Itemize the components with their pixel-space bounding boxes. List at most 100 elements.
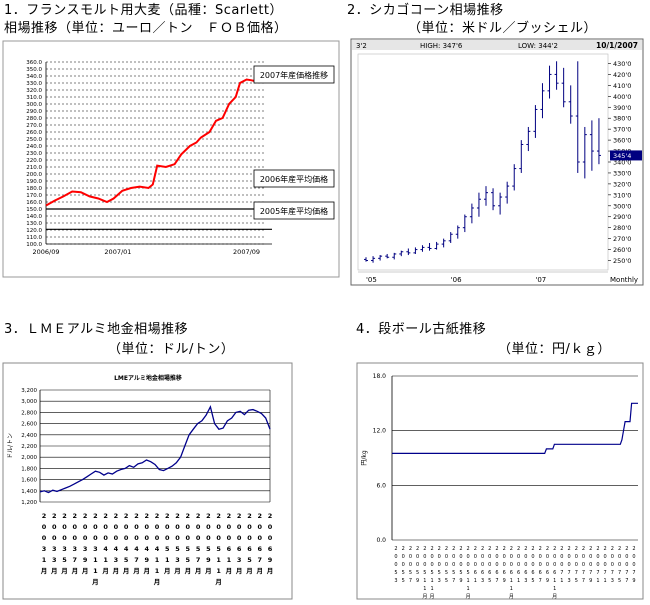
x-tick-label: 2 (62, 512, 67, 520)
x-tick-label: 2 (165, 512, 170, 520)
y-tick-label: 6.0 (376, 482, 386, 489)
x-tick-label: 2 (589, 546, 592, 552)
x-tick-label: 月 (40, 567, 48, 575)
x-tick-label: 月 (122, 567, 130, 575)
x-tick-label: 0 (467, 562, 470, 568)
y-tick-label: 160.0 (26, 200, 42, 206)
x-tick-label: 3 (237, 556, 242, 564)
y-tick-label: 300'0 (613, 202, 631, 210)
x-tick-label: 0 (452, 554, 455, 560)
y-tick-label: 260.0 (26, 130, 42, 136)
x-tick-label: 6 (539, 570, 542, 576)
x-tick-label: 4 (124, 545, 129, 553)
y-tick-label: 1,800 (21, 466, 37, 472)
x-tick-label: 月 (50, 567, 58, 575)
x-tick-label: 0 (495, 562, 498, 568)
x-tick-label: 6 (227, 545, 232, 553)
y-tick-label: 210.0 (26, 165, 42, 171)
x-tick-label: 0 (165, 523, 170, 531)
x-tick-label: 5 (165, 545, 170, 553)
y-tick-label: 120.0 (26, 228, 42, 234)
x-tick-label: 1 (430, 578, 433, 584)
y-tick-label: 260'0 (613, 246, 631, 254)
panel3-subheading: （単位：ドル/トン） (108, 342, 235, 357)
x-tick-label: 0 (237, 523, 242, 531)
x-tick-label: 0 (155, 534, 160, 542)
x-tick-label: 5 (575, 578, 578, 584)
x-tick-label: 6 (257, 545, 262, 553)
x-tick-label: 5 (488, 578, 491, 584)
x-tick-label: 7 (73, 556, 78, 564)
y-tick-label: 150.0 (26, 207, 42, 213)
x-tick-label: 月 (184, 567, 192, 575)
y-tick-label: 190.0 (26, 179, 42, 185)
x-tick-label: 0 (546, 554, 549, 560)
x-tick-label: 0 (539, 554, 542, 560)
x-tick-label: 5 (206, 545, 211, 553)
x-tick-label: 4 (155, 545, 160, 553)
x-tick-label: 7 (452, 578, 455, 584)
x-tick-label: 月 (235, 567, 243, 575)
x-tick-label: 2 (423, 546, 426, 552)
panel3-heading: 3．ＬＭＥアルミ地金相場推移 (4, 322, 189, 337)
x-tick-label: 9 (83, 556, 88, 564)
x-tick-label: 9 (206, 556, 211, 564)
x-tick-label: 0 (517, 562, 520, 568)
y-tick-label: 100.0 (26, 242, 42, 248)
x-tick-label: 0 (416, 562, 419, 568)
y-axis-label: 円/kg (361, 450, 368, 465)
x-tick-label: 2 (186, 512, 191, 520)
x-tick-label: 0 (524, 554, 527, 560)
x-tick-label: 7 (409, 578, 412, 584)
x-tick-label: 5 (531, 578, 534, 584)
header-bar (352, 40, 642, 50)
x-tick-label: 1 (216, 567, 221, 575)
x-tick-label: 3 (611, 578, 614, 584)
y-tick-label: 130.0 (26, 221, 42, 227)
y-tick-label: 430'0 (613, 60, 631, 68)
y-tick-label: 1,200 (21, 500, 37, 506)
y-tick-label: 170.0 (26, 193, 42, 199)
y-tick-label: 1,600 (21, 478, 37, 484)
x-tick-label: 0 (625, 554, 628, 560)
label-2006: 2006年産平均価格 (260, 174, 328, 184)
x-tick-label: 9 (546, 578, 549, 584)
x-tick-label: 6 (524, 570, 527, 576)
x-tick-label: 7 (560, 570, 563, 576)
x-tick-label: 0 (268, 534, 273, 542)
y-tick-label: 2,000 (21, 455, 37, 461)
y-tick-label: 410'0 (613, 82, 631, 90)
x-tick-label: 1 (474, 578, 477, 584)
x-tick-label: 3 (438, 578, 441, 584)
x-tick-label: 7 (495, 578, 498, 584)
x-tick-label: 7 (625, 578, 628, 584)
x-tick-label: 9 (503, 578, 506, 584)
x-tick-label: 0 (459, 562, 462, 568)
x-tick-label: 月 (101, 567, 109, 575)
barley-price-chart: 100.0110.0120.0130.0140.0150.0160.0170.0… (2, 40, 340, 278)
x-tick-label: 月 (142, 567, 150, 575)
x-tick-label: 2 (488, 546, 491, 552)
x-tick-label: 5 (175, 545, 180, 553)
x-tick-label: 3 (175, 556, 180, 564)
x-tick-label: 0 (575, 562, 578, 568)
x-tick-label: '05 (366, 276, 377, 284)
x-tick-label: 0 (114, 523, 119, 531)
x-tick-label: 4 (144, 545, 149, 553)
x-tick-label: 0 (611, 554, 614, 560)
x-tick-label: 0 (42, 523, 47, 531)
x-tick-label: 0 (62, 523, 67, 531)
x-tick-label: 2 (452, 546, 455, 552)
x-tick-label: 2 (409, 546, 412, 552)
x-tick-label: 月 (71, 567, 79, 575)
x-tick-label: 6 (510, 570, 513, 576)
x-tick-label: 2 (430, 546, 433, 552)
x-tick-label: 2 (196, 512, 201, 520)
x-tick-label: 7 (567, 570, 570, 576)
x-tick-label: 0 (134, 523, 139, 531)
x-tick-label: 2 (560, 546, 563, 552)
x-tick-label: 3 (114, 556, 119, 564)
header-high: HIGH: 347'6 (420, 42, 463, 50)
x-tick-label: 2 (155, 512, 160, 520)
x-tick-label: 0 (553, 554, 556, 560)
